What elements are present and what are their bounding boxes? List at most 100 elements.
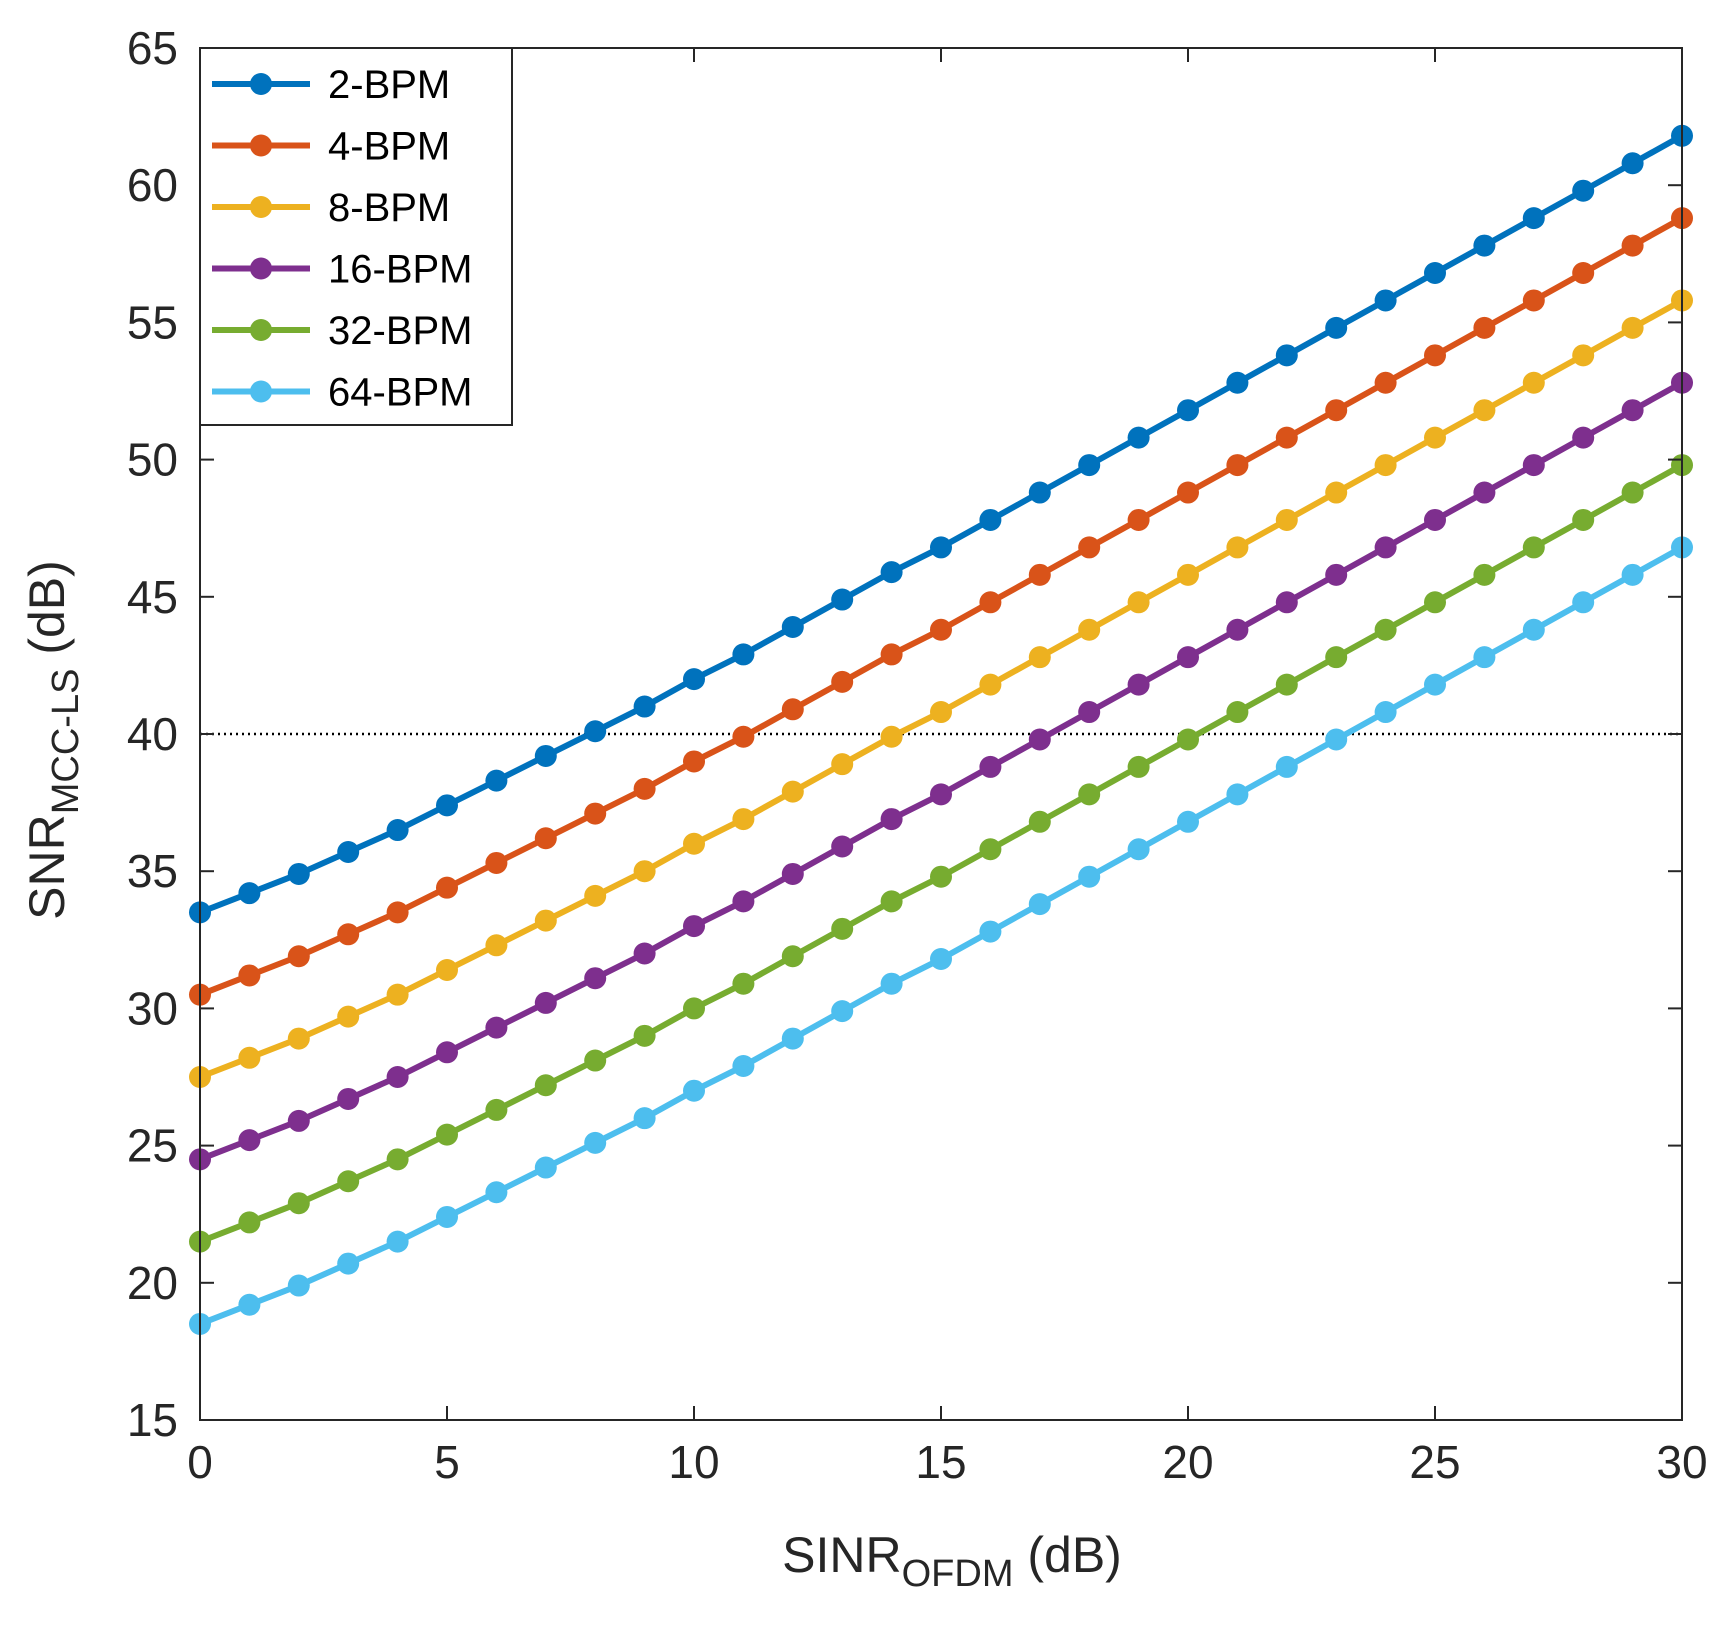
data-point-32-BPM-16	[979, 838, 1002, 861]
legend-swatch-marker-16-BPM	[250, 257, 272, 280]
legend-entry-64-BPM: 64-BPM	[212, 371, 473, 415]
series-16-BPM	[189, 371, 1693, 1171]
data-point-2-BPM-23	[1325, 316, 1348, 339]
data-point-64-BPM-5	[436, 1205, 458, 1228]
data-point-8-BPM-2	[287, 1027, 310, 1050]
data-point-32-BPM-5	[436, 1123, 458, 1146]
data-point-2-BPM-6	[485, 769, 508, 792]
data-point-4-BPM-21	[1226, 454, 1249, 477]
data-point-64-BPM-14	[880, 972, 903, 995]
data-point-16-BPM-23	[1325, 563, 1348, 586]
x-tick-label-30: 30	[1656, 1436, 1707, 1488]
data-point-2-BPM-25	[1424, 262, 1446, 285]
data-point-8-BPM-1	[238, 1046, 261, 1069]
data-point-8-BPM-16	[979, 673, 1002, 696]
legend-label-2-BPM: 2-BPM	[328, 63, 450, 107]
data-point-4-BPM-15	[930, 618, 952, 641]
data-point-4-BPM-28	[1572, 262, 1595, 285]
data-point-32-BPM-10	[683, 997, 705, 1020]
data-point-8-BPM-3	[337, 1005, 360, 1028]
data-point-8-BPM-4	[386, 983, 409, 1006]
data-point-16-BPM-19	[1127, 673, 1150, 696]
data-point-2-BPM-19	[1127, 426, 1150, 449]
y-axis-label: SNRMCC-LS (dB)	[19, 560, 87, 920]
data-point-4-BPM-24	[1374, 371, 1397, 394]
data-point-8-BPM-5	[436, 958, 458, 981]
y-tick-label-25: 25	[127, 1120, 178, 1172]
data-point-4-BPM-20	[1177, 481, 1199, 504]
data-point-16-BPM-6	[485, 1016, 508, 1039]
data-point-4-BPM-3	[337, 923, 360, 946]
data-point-4-BPM-8	[584, 802, 607, 825]
data-point-32-BPM-15	[930, 865, 952, 888]
x-axis-label: SINROFDM (dB)	[782, 1527, 1122, 1595]
legend-label-64-BPM: 64-BPM	[328, 371, 473, 415]
x-axis-ticks: 0 5 10 15 20 25 30	[187, 48, 1708, 1488]
data-point-64-BPM-29	[1621, 563, 1644, 586]
data-point-8-BPM-8	[584, 884, 607, 907]
data-point-4-BPM-19	[1127, 508, 1150, 531]
data-point-64-BPM-7	[534, 1156, 557, 1179]
legend-swatch-marker-4-BPM	[250, 134, 272, 157]
data-point-32-BPM-25	[1424, 591, 1446, 614]
y-tick-label-15: 15	[127, 1394, 178, 1446]
data-point-16-BPM-3	[337, 1087, 360, 1110]
legend-swatch-marker-8-BPM	[250, 196, 272, 218]
legend-entry-16-BPM: 16-BPM	[212, 248, 473, 292]
data-point-8-BPM-7	[534, 909, 557, 932]
y-tick-label-40: 40	[127, 708, 178, 760]
legend-entry-2-BPM: 2-BPM	[212, 63, 450, 107]
data-point-16-BPM-14	[880, 808, 903, 831]
data-point-4-BPM-11	[732, 725, 755, 748]
data-point-64-BPM-3	[337, 1252, 360, 1275]
data-point-32-BPM-23	[1325, 646, 1348, 669]
data-point-16-BPM-17	[1028, 728, 1051, 751]
x-tick-label-10: 10	[668, 1436, 719, 1488]
data-point-2-BPM-11	[732, 643, 755, 666]
y-tick-label-35: 35	[127, 845, 178, 897]
data-point-2-BPM-29	[1621, 152, 1644, 175]
data-point-32-BPM-18	[1078, 783, 1101, 806]
data-point-8-BPM-17	[1028, 646, 1051, 669]
data-point-2-BPM-8	[584, 720, 607, 743]
x-axis-label-subscript: OFDM	[902, 1553, 1014, 1595]
data-point-2-BPM-3	[337, 840, 360, 863]
series-layer	[189, 124, 1693, 1335]
series-4-BPM	[189, 207, 1693, 1006]
series-32-BPM	[189, 454, 1693, 1253]
data-point-2-BPM-15	[930, 536, 952, 559]
data-point-8-BPM-6	[485, 934, 508, 957]
y-axis-label-main: SNR	[19, 814, 75, 920]
data-point-8-BPM-15	[930, 701, 952, 724]
data-point-8-BPM-20	[1177, 563, 1199, 586]
data-point-32-BPM-13	[831, 917, 854, 940]
data-point-2-BPM-22	[1275, 344, 1298, 367]
y-tick-label-30: 30	[127, 982, 178, 1034]
y-tick-label-45: 45	[127, 571, 178, 623]
data-point-64-BPM-19	[1127, 838, 1150, 861]
data-point-16-BPM-21	[1226, 618, 1249, 641]
data-point-2-BPM-24	[1374, 289, 1397, 312]
series-8-BPM	[189, 289, 1693, 1088]
x-tick-label-20: 20	[1162, 1436, 1213, 1488]
data-point-64-BPM-1	[238, 1293, 261, 1316]
data-point-8-BPM-11	[732, 808, 755, 831]
data-point-4-BPM-1	[238, 964, 261, 987]
data-point-4-BPM-22	[1275, 426, 1298, 449]
legend-label-8-BPM: 8-BPM	[328, 186, 450, 230]
data-point-64-BPM-12	[781, 1027, 804, 1050]
data-point-16-BPM-26	[1473, 481, 1496, 504]
y-tick-label-65: 65	[127, 22, 178, 74]
data-point-4-BPM-5	[436, 876, 458, 899]
data-point-16-BPM-18	[1078, 701, 1101, 724]
x-tick-label-25: 25	[1409, 1436, 1460, 1488]
data-point-2-BPM-20	[1177, 399, 1199, 422]
data-point-8-BPM-18	[1078, 618, 1101, 641]
data-point-16-BPM-20	[1177, 646, 1199, 669]
data-point-8-BPM-19	[1127, 591, 1150, 614]
legend-entry-32-BPM: 32-BPM	[212, 309, 473, 353]
legend-entry-4-BPM: 4-BPM	[212, 125, 450, 169]
data-point-16-BPM-16	[979, 755, 1002, 778]
data-point-16-BPM-13	[831, 835, 854, 858]
data-point-4-BPM-16	[979, 591, 1002, 614]
